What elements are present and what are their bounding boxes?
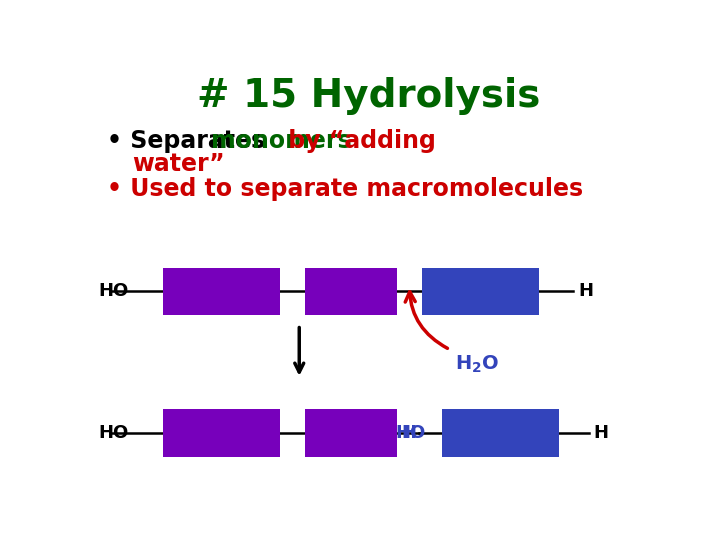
Bar [163,267,280,315]
Text: • Separates: • Separates [107,129,273,153]
Text: HO: HO [99,282,129,300]
Text: H: H [578,282,593,300]
Text: HO: HO [396,424,426,442]
FancyArrowPatch shape [294,327,304,372]
Text: # 15 Hydrolysis: # 15 Hydrolysis [197,77,541,115]
Text: H: H [594,424,609,442]
Bar [305,267,397,315]
Text: water”: water” [132,152,225,176]
Bar [441,409,559,457]
Bar [305,409,397,457]
Text: monomers: monomers [210,129,351,153]
Text: H: H [401,424,416,442]
Bar [163,409,280,457]
Text: $\mathbf{H_2O}$: $\mathbf{H_2O}$ [456,354,500,375]
Bar [422,267,539,315]
Text: HO: HO [99,424,129,442]
Text: • Used to separate macromolecules: • Used to separate macromolecules [107,177,583,201]
FancyArrowPatch shape [405,292,447,348]
Text: by “adding: by “adding [279,129,436,153]
